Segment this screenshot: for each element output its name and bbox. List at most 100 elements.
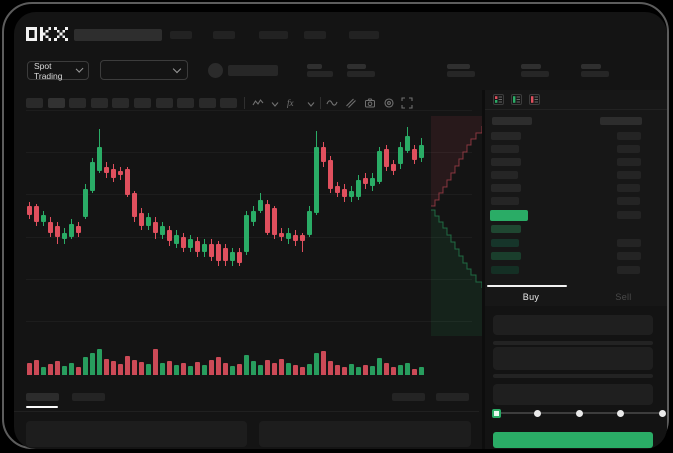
candle	[370, 177, 375, 187]
timeframe-button[interactable]	[91, 98, 108, 108]
bid-price-bar[interactable]	[491, 225, 521, 233]
volume-bar	[83, 357, 88, 375]
chevron-down-icon	[172, 64, 182, 73]
ask-price-bar[interactable]	[491, 158, 521, 166]
timeframe-button[interactable]	[112, 98, 129, 108]
nav-item-placeholder[interactable]	[170, 31, 192, 39]
candle	[279, 232, 284, 237]
trendline-tool-icon[interactable]	[345, 97, 357, 109]
chart-style-icon[interactable]	[252, 97, 264, 109]
slider-step-dot[interactable]	[617, 409, 624, 417]
candle	[111, 168, 116, 178]
book-combined-icon[interactable]	[493, 94, 505, 106]
ask-price-bar[interactable]	[491, 132, 521, 140]
ask-amount-bar	[617, 184, 640, 192]
timeframe-button[interactable]	[69, 98, 86, 108]
total-input[interactable]	[493, 384, 653, 405]
volume-bar	[314, 353, 319, 375]
slider-step-dot[interactable]	[534, 409, 541, 417]
timeframe-button[interactable]	[199, 98, 216, 108]
volume-bar	[167, 361, 172, 375]
volume-bar	[188, 366, 193, 375]
candle	[356, 179, 361, 198]
nav-item-placeholder[interactable]	[349, 31, 379, 39]
snapshot-camera-icon[interactable]	[364, 97, 376, 109]
okx-logo[interactable]	[26, 27, 68, 41]
volume-bar	[300, 367, 305, 375]
amount-input[interactable]	[493, 347, 653, 370]
trade-form	[485, 306, 667, 449]
chart-settings-icon[interactable]	[383, 97, 395, 109]
market-type-label: Spot Trading	[34, 60, 63, 81]
candle	[125, 168, 130, 196]
token-avatar	[208, 63, 223, 78]
pair-selector[interactable]	[100, 60, 188, 80]
nav-item-placeholder[interactable]	[304, 31, 326, 39]
bid-price-bar[interactable]	[491, 265, 519, 274]
volume-bar	[342, 367, 347, 375]
book-buys-icon[interactable]	[511, 94, 523, 106]
volume-bar	[321, 351, 326, 375]
volume-bar	[244, 355, 249, 375]
candle	[286, 232, 291, 240]
fullscreen-icon[interactable]	[401, 97, 413, 109]
slider-step-dot[interactable]	[575, 409, 583, 417]
bottom-action-placeholder[interactable]	[436, 393, 469, 401]
candle	[349, 190, 354, 198]
timeframe-button[interactable]	[134, 98, 151, 108]
volume-bar	[258, 365, 263, 375]
ask-price-bar[interactable]	[491, 145, 519, 153]
indicators-chevron-icon[interactable]	[305, 98, 317, 110]
slider-step-dot[interactable]	[658, 409, 666, 417]
ask-price-bar[interactable]	[491, 184, 521, 192]
candle	[139, 212, 144, 226]
indicators-fx-icon[interactable]: fx	[286, 96, 298, 108]
candle	[307, 210, 312, 235]
last-price-bar[interactable]	[490, 210, 528, 221]
volume-bar	[370, 366, 375, 375]
orders-tab-active[interactable]	[26, 393, 59, 401]
nav-item-placeholder[interactable]	[213, 31, 235, 39]
ask-price-bar[interactable]	[491, 197, 519, 205]
nav-primary-placeholder[interactable]	[74, 29, 162, 41]
candle	[272, 208, 277, 235]
ask-price-bar[interactable]	[491, 171, 518, 179]
bid-amount-bar	[617, 252, 641, 260]
gridline	[26, 279, 472, 280]
timeframe-button[interactable]	[220, 98, 237, 108]
candle	[237, 252, 242, 264]
volume-bar	[237, 364, 242, 375]
svg-text:fx: fx	[287, 98, 294, 108]
timeframe-button[interactable]	[177, 98, 194, 108]
orders-tab[interactable]	[72, 393, 105, 401]
timeframe-button[interactable]	[26, 98, 43, 108]
tab-sell[interactable]: Sell	[615, 292, 632, 302]
candle	[27, 206, 32, 215]
timeframe-button[interactable]	[48, 98, 65, 108]
book-sells-icon[interactable]	[529, 94, 541, 106]
draw-wave-icon[interactable]	[326, 97, 338, 109]
volume-bar	[223, 363, 228, 375]
candle	[181, 237, 186, 248]
tab-buy[interactable]: Buy	[522, 292, 540, 302]
candle	[118, 171, 123, 176]
slider-handle[interactable]	[491, 408, 501, 418]
candle	[209, 243, 214, 257]
timeframe-button[interactable]	[156, 98, 173, 108]
candle	[62, 232, 67, 240]
candle	[97, 146, 102, 171]
volume-bar	[251, 361, 256, 375]
bottom-action-placeholder[interactable]	[392, 393, 425, 401]
buy-submit-button[interactable]	[493, 432, 653, 448]
candlestick-chart[interactable]	[26, 116, 424, 336]
depth-chart	[431, 116, 483, 336]
volume-bar	[48, 364, 53, 375]
volume-bar	[363, 365, 368, 375]
price-input[interactable]	[493, 315, 653, 335]
market-type-selector[interactable]: Spot Trading	[27, 60, 89, 81]
bid-price-bar[interactable]	[491, 252, 521, 260]
chart-style-chevron-icon[interactable]	[269, 98, 281, 110]
bid-price-bar[interactable]	[491, 238, 519, 247]
candle	[202, 243, 207, 253]
nav-item-placeholder[interactable]	[259, 31, 288, 39]
